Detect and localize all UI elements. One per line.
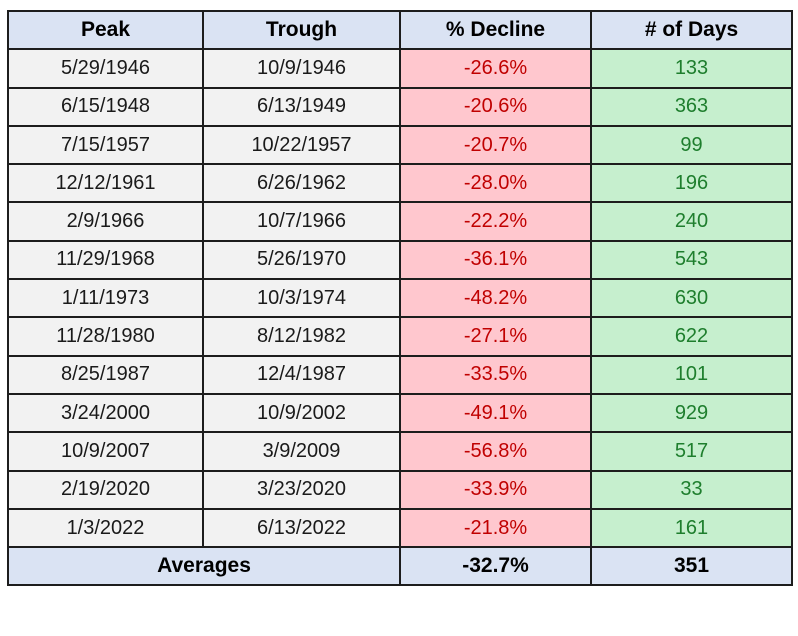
header-row: Peak Trough % Decline # of Days [7,9,793,51]
table-row: 2/19/2020 3/23/2020 -33.9% 33 [7,469,793,510]
days-cell: 33 [590,469,793,510]
table-row: 3/24/2000 10/9/2002 -49.1% 929 [7,392,793,434]
averages-row: Averages -32.7% 351 [7,546,793,587]
trough-cell: 5/26/1970 [202,239,401,281]
table-row: 2/9/1966 10/7/1966 -22.2% 240 [7,201,793,242]
days-cell: 99 [590,124,793,166]
peak-cell: 12/12/1961 [7,163,204,204]
averages-decline-cell: -32.7% [399,546,592,587]
trough-cell: 10/22/1957 [202,124,401,166]
table-row: 6/15/1948 6/13/1949 -20.6% 363 [7,86,793,127]
trough-cell: 6/26/1962 [202,163,401,204]
column-header-trough: Trough [202,9,401,51]
days-cell: 133 [590,48,793,89]
table-row: 1/3/2022 6/13/2022 -21.8% 161 [7,507,793,549]
peak-cell: 8/25/1987 [7,354,204,395]
table-body: 5/29/1946 10/9/1946 -26.6% 133 6/15/1948 6/13… [7,48,793,549]
days-cell: 622 [590,316,793,357]
peak-cell: 1/3/2022 [7,507,204,549]
table-row: 5/29/1946 10/9/1946 -26.6% 133 [7,48,793,89]
decline-cell: -20.6% [399,86,592,127]
days-cell: 196 [590,163,793,204]
trough-cell: 10/7/1966 [202,201,401,242]
peak-cell: 5/29/1946 [7,48,204,89]
column-header-peak: Peak [7,9,204,51]
peak-cell: 11/29/1968 [7,239,204,281]
peak-cell: 2/9/1966 [7,201,204,242]
days-cell: 363 [590,86,793,127]
decline-cell: -28.0% [399,163,592,204]
table-row: 1/11/1973 10/3/1974 -48.2% 630 [7,278,793,319]
decline-cell: -48.2% [399,278,592,319]
days-cell: 543 [590,239,793,281]
table-row: 11/29/1968 5/26/1970 -36.1% 543 [7,239,793,281]
trough-cell: 10/9/1946 [202,48,401,89]
days-cell: 929 [590,392,793,434]
averages-days-cell: 351 [590,546,793,587]
decline-cell: -33.9% [399,469,592,510]
trough-cell: 8/12/1982 [202,316,401,357]
table-footer: Averages -32.7% 351 [7,546,793,587]
table-row: 7/15/1957 10/22/1957 -20.7% 99 [7,124,793,166]
trough-cell: 3/9/2009 [202,431,401,472]
decline-cell: -26.6% [399,48,592,89]
peak-cell: 10/9/2007 [7,431,204,472]
peak-cell: 7/15/1957 [7,124,204,166]
table-row: 11/28/1980 8/12/1982 -27.1% 622 [7,316,793,357]
decline-cell: -33.5% [399,354,592,395]
trough-cell: 6/13/2022 [202,507,401,549]
days-cell: 101 [590,354,793,395]
trough-cell: 6/13/1949 [202,86,401,127]
peak-cell: 6/15/1948 [7,86,204,127]
days-cell: 240 [590,201,793,242]
table-header: Peak Trough % Decline # of Days [7,9,793,51]
decline-cell: -56.8% [399,431,592,472]
decline-cell: -27.1% [399,316,592,357]
decline-cell: -36.1% [399,239,592,281]
peak-cell: 3/24/2000 [7,392,204,434]
decline-cell: -22.2% [399,201,592,242]
decline-cell: -21.8% [399,507,592,549]
peak-cell: 2/19/2020 [7,469,204,510]
decline-cell: -49.1% [399,392,592,434]
trough-cell: 12/4/1987 [202,354,401,395]
column-header-decline: % Decline [399,9,592,51]
table-row: 10/9/2007 3/9/2009 -56.8% 517 [7,431,793,472]
trough-cell: 3/23/2020 [202,469,401,510]
decline-cell: -20.7% [399,124,592,166]
table-row: 8/25/1987 12/4/1987 -33.5% 101 [7,354,793,395]
days-cell: 517 [590,431,793,472]
days-cell: 161 [590,507,793,549]
trough-cell: 10/3/1974 [202,278,401,319]
column-header-days: # of Days [590,9,793,51]
averages-label-cell: Averages [7,546,401,587]
days-cell: 630 [590,278,793,319]
table-row: 12/12/1961 6/26/1962 -28.0% 196 [7,163,793,204]
peak-cell: 1/11/1973 [7,278,204,319]
peak-cell: 11/28/1980 [7,316,204,357]
bear-market-table: Peak Trough % Decline # of Days 5/29/194… [7,9,793,587]
trough-cell: 10/9/2002 [202,392,401,434]
